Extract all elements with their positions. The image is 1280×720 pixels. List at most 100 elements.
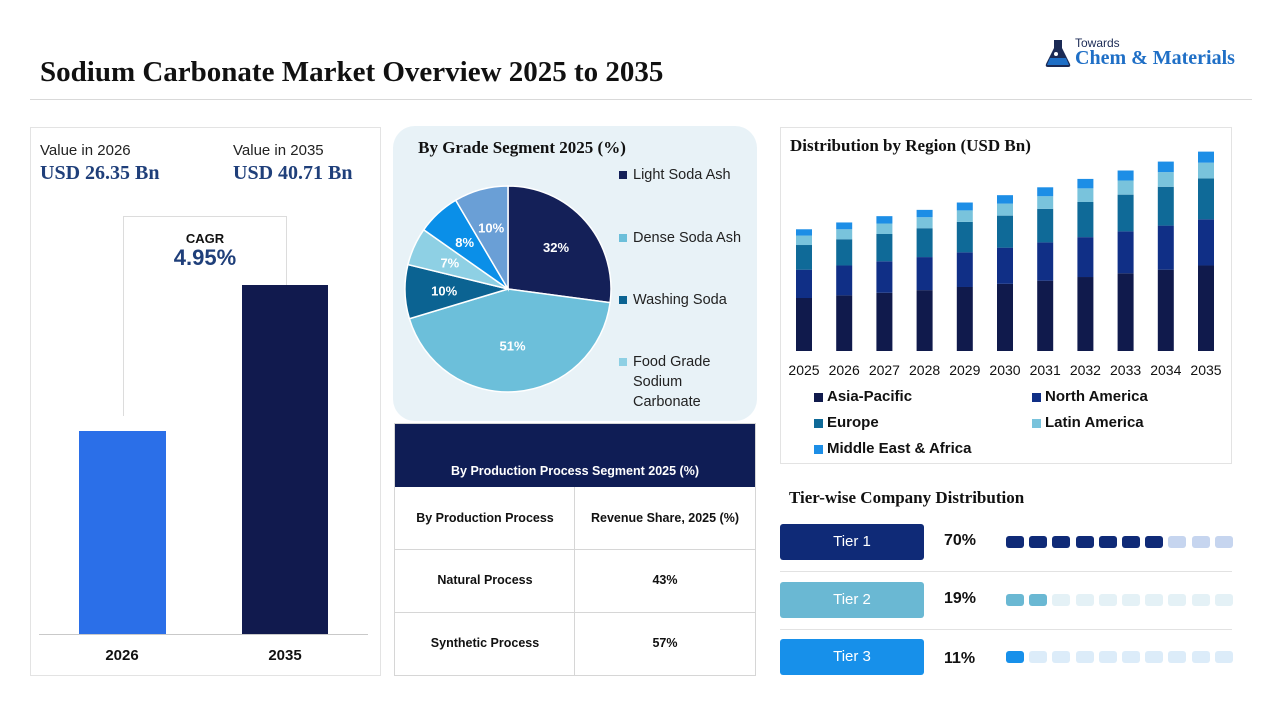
table-row-divider [395,612,755,613]
brand-logo: Towards Chem & Materials [1044,36,1254,70]
pie-slice-label-6: 10% [478,220,504,235]
region-bar-2025-5 [796,229,812,236]
tier-1-dot [1006,536,1024,548]
region-bar-2034-4 [1157,172,1174,187]
region-bar-2027-4 [876,223,893,234]
tier-2-dot [1214,594,1233,606]
pie-slice-label-5: 8% [455,235,474,250]
region-distribution-panel: 2025 2026 2027 2028 2029 2030 2031 2032 2033 2034… [780,127,1232,464]
tier-2-dot [1098,594,1117,606]
region-bar-2034-2 [1157,225,1174,270]
region-x-tick-2025: 2025 [788,362,819,378]
tier-2-dot [1052,594,1071,606]
legend-swatch-washing-soda [619,296,627,304]
tier-3-dot [1168,651,1187,663]
table-title: By Production Process Segment 2025 (%) [451,464,699,478]
pie-title: By Grade Segment 2025 (%) [418,138,626,157]
pie-slice-label-3: 10% [431,284,457,299]
region-bar-2033-4 [1117,180,1134,195]
table-cell-synthetic: Synthetic Process [430,636,540,650]
region-x-tick-2035: 2035 [1190,362,1221,378]
bar-2035 [242,285,328,634]
tier-1-dot [1145,536,1164,548]
region-bar-2027-5 [876,216,893,224]
tier-1-dot [1075,536,1094,548]
region-bar-2032-3 [1077,201,1094,238]
region-bar-2035-3 [1198,178,1214,220]
region-bar-2033-2 [1117,231,1134,274]
region-bar-2025-1 [796,298,812,351]
tier-1-dot [1214,536,1233,548]
production-process-table: By Production Process Segment 2025 (%) B… [394,423,756,676]
region-bar-2030-2 [997,247,1013,284]
region-bar-2026-5 [836,222,853,230]
tier-section-title: Tier-wise Company Distribution [789,488,1025,507]
legend-swatch-latin-america [1032,419,1041,428]
region-bar-2034-3 [1157,186,1174,226]
legend-dense-soda-ash: Dense Soda Ash [633,230,742,246]
pie-slice-2 [408,288,611,393]
table-col-header-share: Revenue Share, 2025 (%) [591,511,739,525]
tier-3-share: 11% [944,650,976,667]
table-cell-natural: Natural Process [437,573,533,587]
tier-3-dot [1122,651,1140,663]
region-x-tick-2031: 2031 [1030,362,1061,378]
tier-2-dot [1075,594,1094,606]
bar-label-2026: 2026 [105,647,139,664]
cagr-label: CAGR [185,231,225,246]
region-bar-2026-2 [836,265,853,296]
value-2035-number: USD 40.71 Bn [233,162,353,184]
tier-2-dot [1006,594,1024,606]
region-bar-2025-4 [796,235,812,246]
region-x-tick-2030: 2030 [989,362,1020,378]
tier-3-label: Tier 3 [780,639,924,675]
tier-3-dot [1052,651,1071,663]
legend-food-grade: Food Grade Sodium Carbonate [633,354,711,410]
region-bar-2030-5 [997,195,1013,204]
region-bar-2035-2 [1198,219,1214,266]
pie-slice-label-1: 32% [543,240,569,255]
region-bar-2026-4 [836,229,853,240]
tier-1-dot [1191,536,1210,548]
legend-swatch-food-grade [619,358,627,366]
legend-europe: Europe [827,414,879,431]
legend-swatch-light-soda [619,171,627,179]
region-bar-2034-1 [1157,269,1174,351]
region-bar-2032-2 [1077,237,1094,278]
tier-1-dot [1168,536,1187,548]
region-bar-2030-1 [997,283,1013,351]
region-bar-2031-2 [1037,242,1054,281]
region-bar-2029-5 [956,202,973,211]
region-bar-2031-5 [1037,187,1054,197]
tier-1-dot [1098,536,1117,548]
logo-brand-text: Chem & Materials [1075,47,1235,69]
tier-2-dot [1145,594,1164,606]
bar-label-2035: 2035 [268,647,302,664]
cagr-value: 4.95% [173,245,237,270]
region-bar-2028-4 [916,217,933,229]
region-chart-title: Distribution by Region (USD Bn) [790,136,1031,155]
legend-swatch-mea [814,445,823,454]
table-col-divider [574,487,575,676]
pie-slice-label-2: 51% [500,338,526,353]
tier-1-dot [1052,536,1071,548]
legend-swatch-north-america [1032,393,1041,402]
tier-3-dot [1191,651,1210,663]
region-stacked-bar-chart: 2025 2026 2027 2028 2029 2030 2031 2032 2033 2034… [788,151,1222,378]
region-bar-2031-1 [1037,280,1054,351]
tier-3-dot [1006,651,1024,663]
tier-1-dot [1122,536,1140,548]
tier-1-share: 70% [944,532,977,549]
region-bar-2027-1 [876,292,893,351]
region-bar-2028-5 [916,209,933,218]
region-bar-2029-4 [956,210,973,222]
region-x-tick-2032: 2032 [1070,362,1101,378]
tier-2-dot [1191,594,1210,606]
region-bar-2029-2 [956,252,973,287]
grade-segment-panel: 32% 51% 10% 7% 8% 10% By Grade Segment 2025 (… [393,126,757,421]
tier-2-dot [1168,594,1187,606]
region-bar-2031-4 [1037,196,1054,209]
region-x-tick-2033: 2033 [1110,362,1141,378]
tier-2-share: 19% [944,590,977,607]
region-bar-2031-3 [1037,208,1054,243]
